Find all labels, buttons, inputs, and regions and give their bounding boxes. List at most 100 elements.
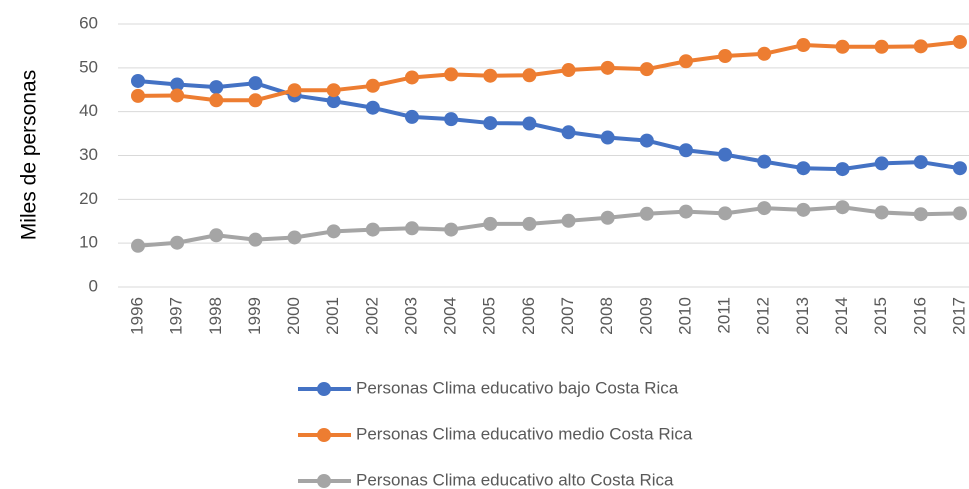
data-point	[718, 147, 733, 162]
data-point	[757, 46, 772, 61]
x-tick-label: 2017	[949, 297, 968, 335]
x-tick-label: 2009	[636, 297, 655, 335]
y-tick-label: 60	[79, 13, 98, 32]
legend-marker	[317, 428, 331, 442]
data-point	[913, 155, 928, 170]
y-tick-label: 0	[89, 276, 98, 295]
x-tick-label: 2001	[323, 297, 342, 335]
data-point	[600, 60, 615, 75]
data-point	[326, 94, 341, 109]
data-point	[522, 216, 537, 231]
x-tick-label: 2012	[754, 297, 773, 335]
y-axis-title: Miles de personas	[18, 70, 41, 240]
data-point	[796, 161, 811, 176]
data-point	[835, 200, 850, 215]
legend-label: Personas Clima educativo alto Costa Rica	[356, 470, 674, 489]
x-tick-label: 2000	[284, 297, 303, 335]
x-tick-label: 2002	[362, 297, 381, 335]
data-point	[757, 154, 772, 169]
data-point	[796, 202, 811, 217]
data-point	[600, 210, 615, 225]
data-point	[287, 230, 302, 245]
data-point	[483, 68, 498, 83]
x-tick-label: 2003	[401, 297, 420, 335]
x-tick-label: 2013	[793, 297, 812, 335]
data-point	[248, 93, 263, 108]
x-tick-label: 2014	[832, 297, 851, 335]
x-tick-label: 1998	[206, 297, 225, 335]
data-point	[678, 54, 693, 69]
legend-label: Personas Clima educativo bajo Costa Rica	[356, 378, 679, 397]
data-point	[209, 93, 224, 108]
data-point	[718, 206, 733, 221]
data-point	[444, 222, 459, 237]
x-tick-label: 2015	[871, 297, 890, 335]
data-point	[365, 78, 380, 93]
series-line	[137, 205, 960, 248]
legend-marker	[317, 474, 331, 488]
data-point	[404, 70, 419, 85]
x-tick-label: 2011	[715, 297, 734, 334]
series-line	[137, 78, 961, 172]
data-point	[131, 73, 145, 88]
data-point	[209, 228, 224, 243]
data-point	[170, 88, 185, 103]
x-tick-label: 2016	[910, 297, 929, 335]
data-point	[561, 63, 576, 78]
data-point	[444, 67, 459, 82]
x-tick-label: 1997	[167, 297, 186, 335]
data-point	[600, 130, 615, 145]
series-line	[137, 39, 961, 103]
data-point	[639, 133, 654, 148]
legend-label: Personas Clima educativo medio Costa Ric…	[356, 424, 693, 443]
x-tick-label: 2005	[480, 297, 499, 335]
data-point	[365, 222, 380, 237]
data-point	[248, 76, 263, 91]
x-tick-label: 2008	[597, 297, 616, 335]
data-point	[757, 201, 772, 216]
data-point	[718, 48, 733, 63]
data-point	[365, 100, 380, 115]
data-point	[522, 116, 537, 131]
x-tick-label: 2010	[675, 297, 694, 335]
x-tick-label: 2006	[519, 297, 538, 335]
data-point	[248, 232, 263, 247]
data-point	[796, 38, 811, 53]
x-tick-label: 2007	[558, 297, 577, 335]
data-point	[404, 109, 419, 124]
y-tick-label: 10	[79, 233, 98, 252]
data-point	[639, 62, 654, 77]
x-tick-label: 2004	[441, 297, 460, 335]
y-tick-label: 40	[79, 101, 98, 120]
x-tick-label: 1999	[245, 297, 264, 335]
data-point	[835, 39, 850, 54]
data-point	[678, 143, 693, 158]
data-point	[170, 77, 185, 92]
legend-marker	[317, 382, 331, 396]
y-tick-label: 50	[79, 57, 98, 76]
data-point	[561, 213, 576, 228]
data-point	[209, 80, 224, 95]
data-point	[170, 235, 185, 250]
data-point	[874, 39, 889, 54]
data-point	[131, 238, 145, 253]
data-point	[561, 125, 576, 140]
data-point	[835, 162, 850, 177]
y-tick-label: 30	[79, 145, 98, 164]
data-point	[952, 34, 967, 49]
data-point	[404, 221, 419, 236]
data-point	[874, 205, 889, 220]
data-point	[131, 88, 145, 103]
data-point	[522, 68, 537, 83]
data-point	[913, 207, 928, 222]
data-point	[952, 161, 967, 176]
data-point	[326, 83, 341, 98]
data-point	[483, 216, 498, 231]
data-point	[326, 224, 341, 239]
y-tick-label: 20	[79, 189, 98, 208]
data-point	[639, 206, 654, 221]
data-point	[952, 206, 967, 221]
x-tick-label: 1996	[127, 297, 146, 335]
data-point	[913, 39, 928, 54]
